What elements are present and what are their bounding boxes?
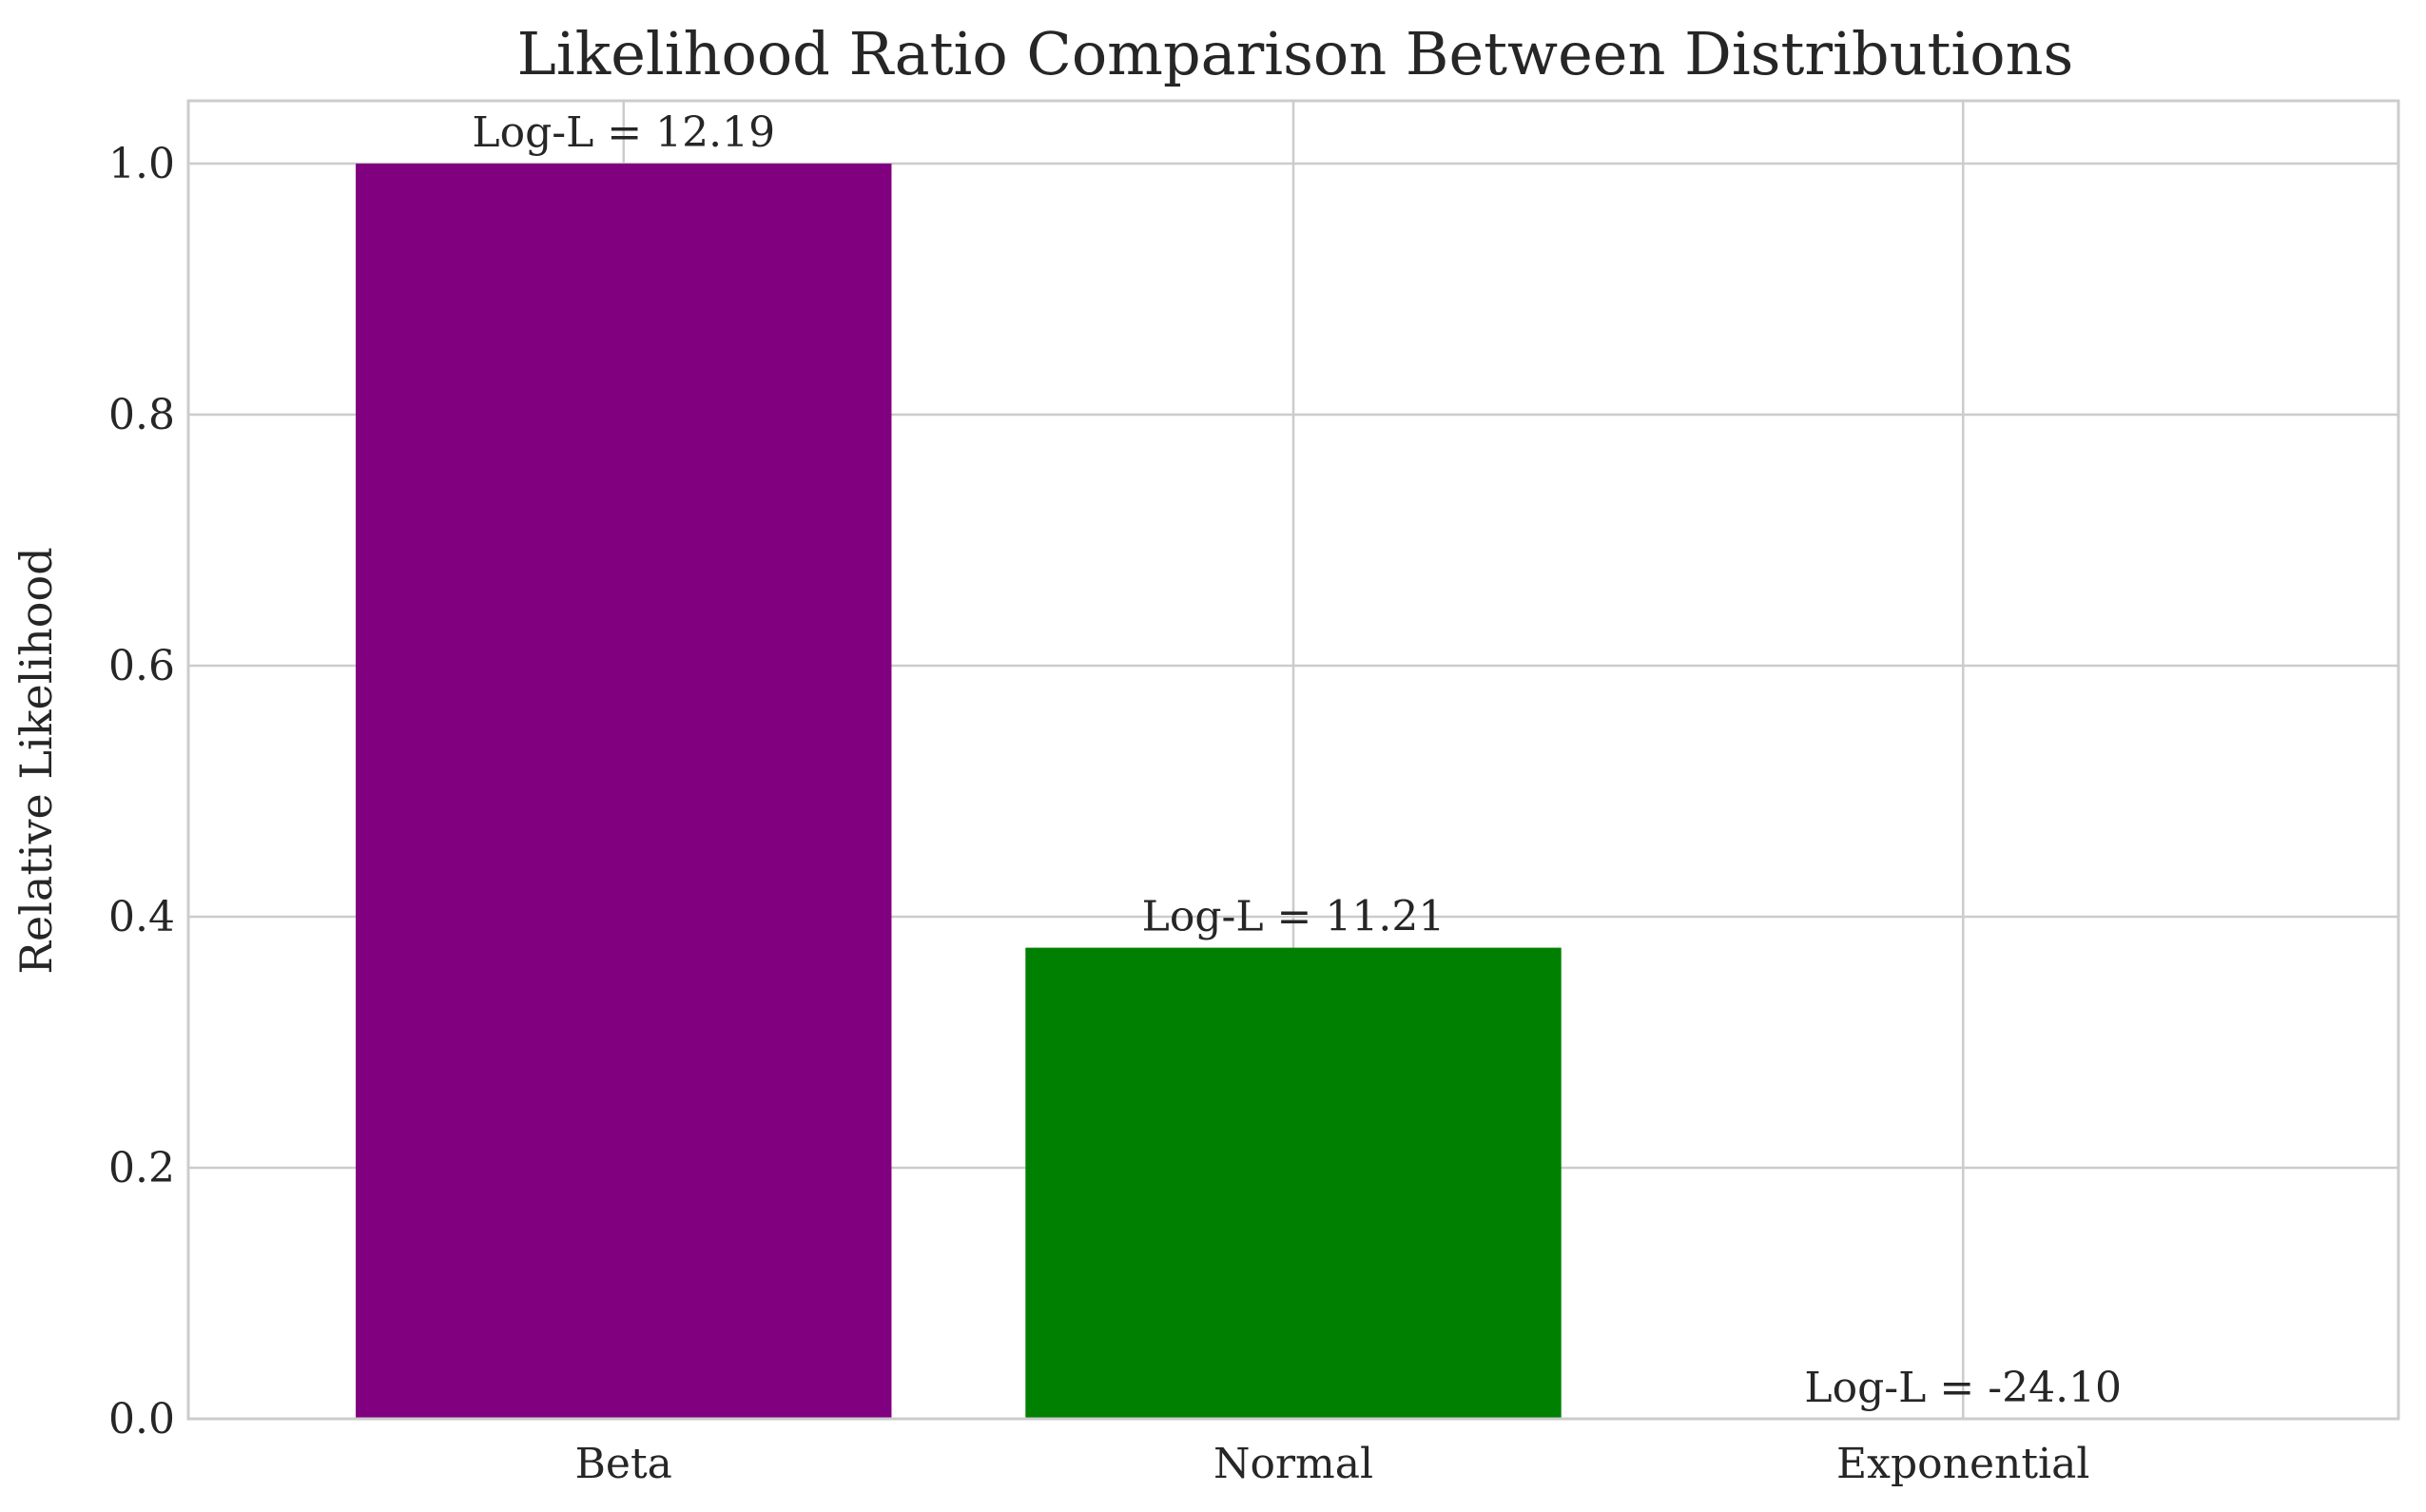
bars xyxy=(356,164,1562,1419)
x-tick-label: Beta xyxy=(575,1440,672,1488)
y-axis-label: Relative Likelihood xyxy=(10,547,62,974)
y-tick-label: 0.8 xyxy=(108,391,175,439)
axes-frame xyxy=(186,99,2400,1421)
y-tick-label: 1.0 xyxy=(108,140,175,188)
chart-title: Likelihood Ratio Comparison Between Dist… xyxy=(517,19,2074,88)
x-tick-label: Exponential xyxy=(1836,1440,2089,1488)
bar-data-labels: Log-L = 12.19 Log-L = 11.21 Log-L = -24.10 xyxy=(472,108,2122,1412)
bar-value-label: Log-L = 11.21 xyxy=(1142,893,1446,941)
y-axis-ticks: 0.0 0.2 0.4 0.6 0.8 1.0 xyxy=(108,140,175,1444)
bar-normal xyxy=(1025,947,1562,1419)
bar-beta xyxy=(356,164,892,1419)
x-tick-label: Normal xyxy=(1213,1440,1373,1488)
bar-value-label: Log-L = -24.10 xyxy=(1804,1364,2122,1412)
x-axis-ticks: Beta Normal Exponential xyxy=(575,1440,2090,1488)
y-tick-label: 0.6 xyxy=(108,642,175,690)
y-tick-label: 0.0 xyxy=(108,1395,175,1444)
y-tick-label: 0.2 xyxy=(108,1144,175,1192)
y-tick-label: 0.4 xyxy=(108,893,175,941)
bar-value-label: Log-L = 12.19 xyxy=(472,108,775,157)
